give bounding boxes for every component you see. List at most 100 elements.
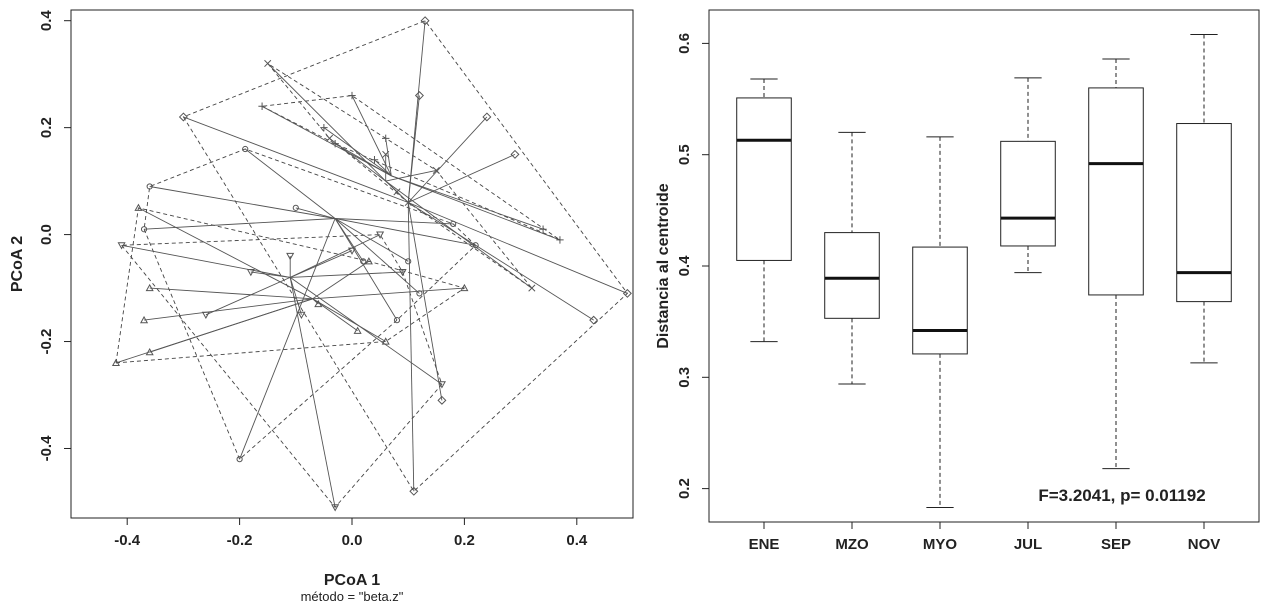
pcoa-x-tick-label: -0.2 xyxy=(227,532,253,549)
pcoa-point-2-2 xyxy=(320,123,328,132)
box-ene xyxy=(736,78,792,343)
pcoa-spoke-6-10 xyxy=(250,271,291,278)
pcoa-point-6-9 xyxy=(331,504,340,512)
pcoa-y-ticks: -0.4 -0.2 0.0 0.2 0.4 xyxy=(38,10,71,462)
pcoa-spoke-4-6 xyxy=(334,218,409,262)
box-iqr xyxy=(1000,140,1056,247)
pcoa-x-tick-label: -0.4 xyxy=(114,532,141,549)
pcoa-spoke-4-1 xyxy=(149,186,336,219)
pcoa-point-4-9 xyxy=(472,242,479,249)
boxplot-x-tick-label: ENE xyxy=(749,536,780,553)
pcoa-x-ticks: -0.4 -0.2 0.0 0.2 0.4 xyxy=(114,518,588,549)
boxplot-y-tick-label: 0.3 xyxy=(676,367,693,388)
pcoa-point-1-1 xyxy=(264,59,272,68)
pcoa-point-1-2 xyxy=(325,134,334,142)
pcoa-point-5-3 xyxy=(140,315,149,324)
pcoa-hull-4 xyxy=(143,148,477,460)
box-iqr xyxy=(1088,87,1144,296)
boxplot-x-tick-label: MZO xyxy=(835,536,869,553)
pcoa-spoke-4-9 xyxy=(335,218,476,246)
boxplot-plot-frame xyxy=(708,9,1260,523)
pcoa-point-1-5 xyxy=(404,198,412,207)
pcoa-point-1-7 xyxy=(528,284,536,292)
box-myo xyxy=(912,136,968,509)
boxplot-y-tick-label: 0.5 xyxy=(676,144,693,165)
pcoa-spoke-6-2 xyxy=(205,276,291,316)
pcoa-point-2-8 xyxy=(331,139,339,148)
pcoa-point-5-4 xyxy=(145,348,154,356)
pcoa-point-6-2 xyxy=(201,311,210,320)
pcoa-point-2-7 xyxy=(556,236,564,244)
pcoa-point-5-2 xyxy=(145,283,154,292)
box-iqr xyxy=(824,232,880,319)
boxplot-anova-annotation: F=3.2041, p= 0.01192 xyxy=(1038,486,1205,505)
pcoa-y-tick-label: -0.2 xyxy=(38,329,55,355)
pcoa-point-4-6 xyxy=(405,258,412,265)
box-iqr xyxy=(1176,123,1232,303)
pcoa-point-3-9 xyxy=(178,112,188,122)
pcoa-point-6-1 xyxy=(117,242,126,250)
pcoa-panel: -0.4 -0.2 0.0 0.2 0.4 -0.4 -0.2 0.0 0.2 0.4 PCoA… xyxy=(9,9,634,604)
pcoa-hull-5 xyxy=(115,207,466,364)
pcoa-spoke-6-9 xyxy=(289,277,336,508)
pcoa-point-5-8 xyxy=(381,337,390,345)
pcoa-spoke-2-4 xyxy=(374,159,392,177)
pcoa-spoke-4-10 xyxy=(334,218,398,321)
box-iqr xyxy=(912,246,968,355)
pcoa-point-2-4 xyxy=(370,156,379,164)
pcoa-point-4-3 xyxy=(242,145,249,153)
pcoa-spoke-4-3 xyxy=(244,148,336,219)
boxplot-x-tick-label: NOV xyxy=(1188,536,1221,553)
pcoa-spoke-3-8 xyxy=(407,202,415,492)
pcoa-point-4-8 xyxy=(450,220,457,227)
pcoa-spoke-5-3 xyxy=(144,298,313,321)
pcoa-point-6-4 xyxy=(297,311,306,320)
pcoa-spoke-2-8 xyxy=(334,143,392,177)
pcoa-y-tick-label: 0.2 xyxy=(38,117,55,138)
pcoa-spoke-4-4 xyxy=(295,207,336,219)
pcoa-point-3-2 xyxy=(420,16,430,26)
box-jul xyxy=(1000,77,1056,274)
pcoa-spoke-4-11 xyxy=(239,218,336,460)
box-mzo xyxy=(824,131,880,385)
boxplot-y-tick-label: 0.4 xyxy=(676,255,693,277)
pcoa-spoke-6-8 xyxy=(289,277,443,385)
pcoa-point-1-3 xyxy=(382,150,390,158)
boxplot-x-tick-label: MYO xyxy=(923,536,958,553)
pcoa-spokes xyxy=(115,20,628,508)
boxplot-y-ticks: 0.2 0.3 0.4 0.5 0.6 xyxy=(676,33,709,499)
pcoa-hulls xyxy=(115,20,629,508)
pcoa-hull-2 xyxy=(260,95,561,241)
boxplot-y-axis-label: Distancia al centroide xyxy=(655,183,672,348)
pcoa-spoke-2-3 xyxy=(351,95,392,176)
pcoa-y-axis-label: PCoA 2 xyxy=(9,236,26,292)
pcoa-point-2-1 xyxy=(258,102,266,110)
pcoa-spoke-6-6 xyxy=(290,234,381,278)
pcoa-y-tick-label: 0.4 xyxy=(38,10,55,32)
pcoa-spoke-3-9 xyxy=(183,116,409,203)
pcoa-point-6-3 xyxy=(286,252,295,261)
pcoa-y-tick-label: -0.4 xyxy=(38,435,55,462)
pcoa-spoke-5-9 xyxy=(312,287,465,300)
pcoa-spoke-6-7 xyxy=(290,271,403,278)
pcoa-point-2-6 xyxy=(539,225,547,233)
pcoa-point-3-7 xyxy=(437,395,447,405)
pcoa-point-4-1 xyxy=(146,183,153,190)
pcoa-method-label: método = "beta.z" xyxy=(301,589,404,604)
pcoa-point-5-10 xyxy=(364,257,373,265)
pcoa-spoke-2-7 xyxy=(391,175,561,241)
pcoa-point-3-8 xyxy=(409,486,419,496)
pcoa-spoke-4-7 xyxy=(334,218,420,294)
pcoa-point-4-5 xyxy=(360,258,367,265)
pcoa-point-1-6 xyxy=(432,166,440,174)
pcoa-point-6-7 xyxy=(398,268,407,277)
pcoa-spoke-3-2 xyxy=(407,20,426,203)
pcoa-spoke-6-1 xyxy=(121,244,291,278)
pcoa-x-tick-label: 0.0 xyxy=(342,532,363,549)
pcoa-point-3-6 xyxy=(589,315,599,325)
pcoa-spoke-5-10 xyxy=(312,260,370,300)
boxplot-y-tick-label: 0.6 xyxy=(676,33,693,54)
pcoa-spoke-5-5 xyxy=(115,298,313,364)
pcoa-spoke-5-8 xyxy=(312,298,386,342)
pcoa-point-6-8 xyxy=(437,381,446,389)
